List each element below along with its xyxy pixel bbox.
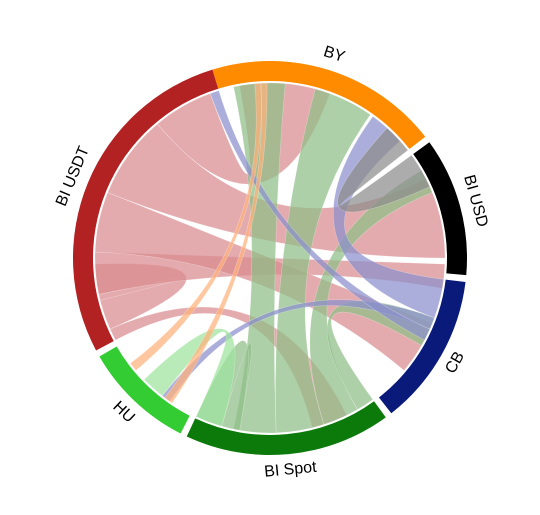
segment-arc-cb — [378, 279, 466, 414]
segment-label-cb: CB — [442, 349, 468, 377]
segment-arc-hu — [99, 346, 190, 434]
ribbon-cb-13 — [209, 90, 431, 341]
segment-label-by: BY — [321, 43, 347, 66]
arc-layer — [73, 61, 467, 455]
segment-arc-bi-usdt — [73, 69, 219, 351]
segment-arc-by — [212, 61, 426, 150]
segment-label-bi-usd: BI USD — [460, 173, 491, 229]
segment-arc-bi-spot — [186, 401, 386, 455]
ribbon-bi-usd-14 — [337, 127, 431, 213]
ribbon-by-17 — [164, 82, 268, 404]
ribbon-bi-spot-6 — [275, 88, 371, 434]
ribbon-by-16 — [129, 82, 262, 371]
ribbon-hu-15 — [143, 328, 236, 427]
ribbon-layer — [94, 82, 446, 434]
segment-arc-bi-usd — [413, 142, 467, 276]
segment-label-bi-spot: BI Spot — [263, 459, 317, 481]
segment-label-hu: HU — [109, 398, 137, 426]
